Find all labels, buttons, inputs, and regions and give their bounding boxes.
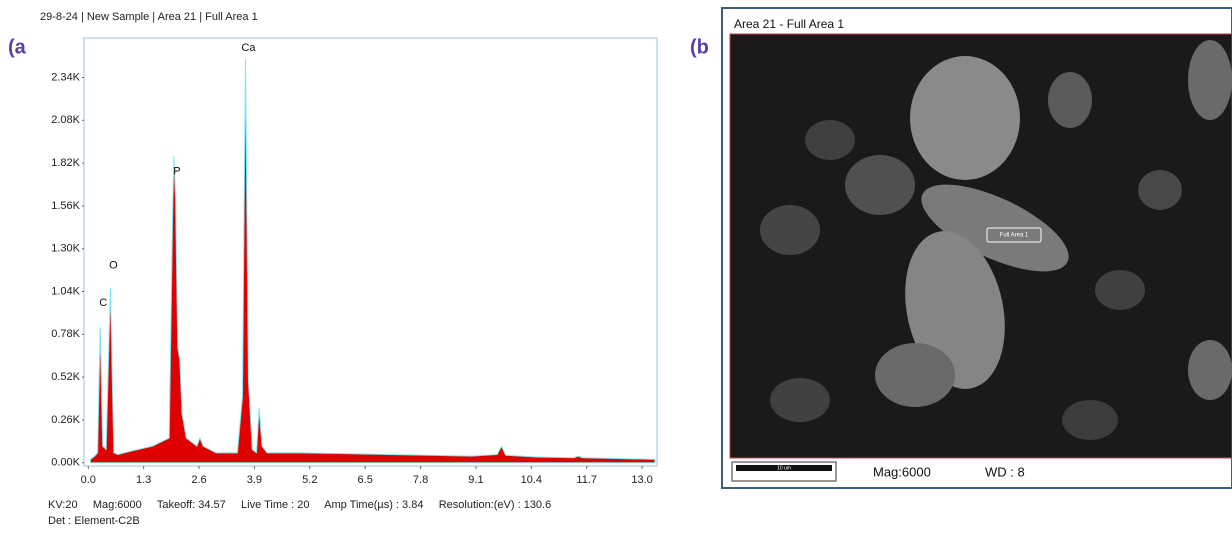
- x-tick-label: 6.5: [358, 474, 373, 486]
- peak-label: C: [99, 297, 107, 309]
- x-tick-label: 2.6: [191, 474, 206, 486]
- x-tick-label: 7.8: [413, 474, 428, 486]
- x-tick-label: 3.9: [247, 474, 262, 486]
- chart-title: 29-8-24 | New Sample | Area 21 | Full Ar…: [40, 11, 258, 23]
- footer: Det : Element-C2B: [48, 515, 140, 527]
- y-tick-label: 1.30K: [51, 243, 80, 255]
- image-mag: Mag:6000: [873, 464, 931, 479]
- peak-label: O: [109, 259, 118, 271]
- x-tick-label: 5.2: [302, 474, 317, 486]
- x-tick-label: 10.4: [521, 474, 542, 486]
- y-tick-label: 1.82K: [51, 157, 80, 169]
- spectrum: [89, 58, 656, 464]
- panel-label: (a: [8, 36, 27, 58]
- x-tick-label: 0.0: [81, 474, 96, 486]
- x-tick-label: 13.0: [631, 474, 652, 486]
- particles: [760, 40, 1232, 440]
- y-tick-label: 2.34K: [51, 71, 80, 83]
- y-tick-label: 0.26K: [51, 414, 80, 426]
- y-tick-label: 1.56K: [51, 200, 80, 212]
- x-tick-label: 9.1: [468, 474, 483, 486]
- x-tick-label: 11.7: [576, 474, 597, 486]
- y-tick-label: 0.52K: [51, 371, 80, 383]
- scale-bar: [736, 465, 832, 471]
- region-label: Full Area 1: [1000, 233, 1029, 239]
- y-tick-label: 2.08K: [51, 114, 80, 126]
- y-tick-label: 0.78K: [51, 328, 80, 340]
- x-tick-label: 1.3: [136, 474, 151, 486]
- scale-bar-label: 10 um: [777, 465, 791, 471]
- y-tick-label: 1.04K: [51, 285, 80, 297]
- image-wd: WD : 8: [985, 464, 1025, 479]
- region-box: [986, 227, 1042, 243]
- panel-label: (b: [690, 36, 709, 58]
- peak-label: Ca: [241, 42, 256, 54]
- image-title: Area 21 - Full Area 1: [734, 17, 844, 31]
- peak-label: P: [173, 165, 180, 177]
- y-tick-label: 0.00K: [51, 457, 80, 469]
- sem-panel: Full Area 1 Area 21 - Full Area 1 10 um …: [721, 7, 1232, 489]
- footer: KV:20 Mag:6000 Takeoff: 34.57 Live Time …: [48, 499, 551, 511]
